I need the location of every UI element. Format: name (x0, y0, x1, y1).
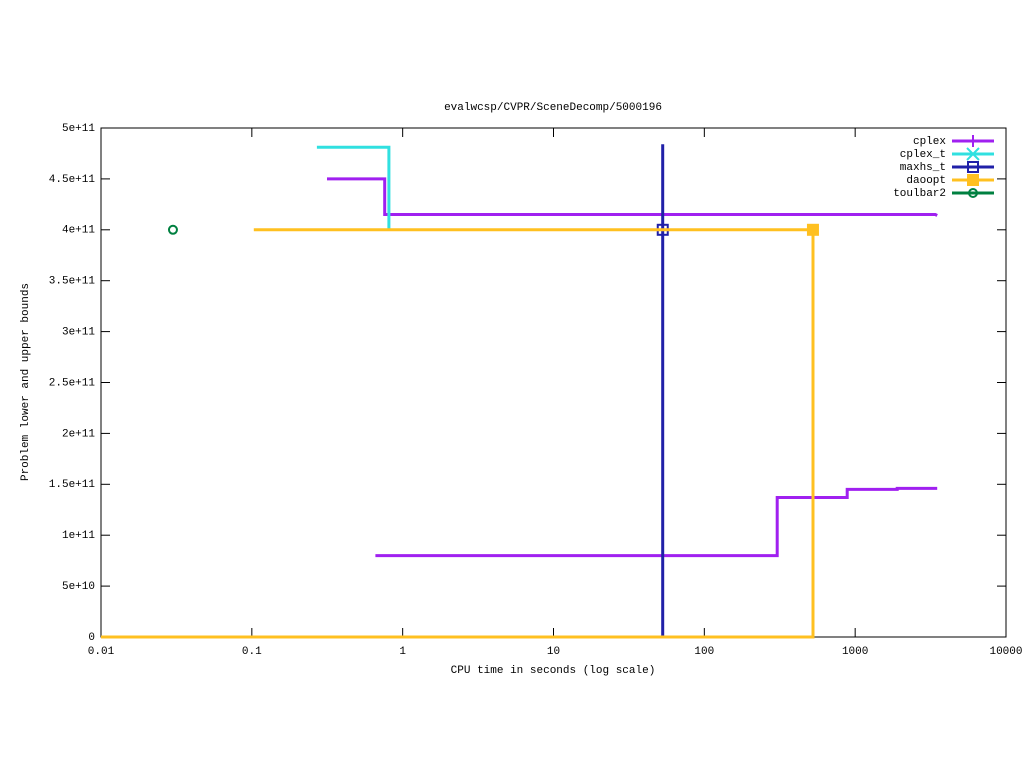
legend-label: cplex_t (900, 149, 946, 161)
y-tick-label: 0 (88, 632, 95, 644)
legend-label: toulbar2 (893, 188, 946, 200)
legend-label: cplex (913, 136, 946, 148)
y-tick-label: 4e+11 (62, 225, 95, 237)
legend-marker (966, 147, 980, 161)
x-tick-label: 0.1 (242, 646, 262, 658)
data-point (806, 223, 819, 236)
y-tick-label: 2.5e+11 (49, 377, 96, 389)
y-tick-label: 1e+11 (62, 530, 95, 542)
x-tick-label: 1000 (842, 646, 868, 658)
legend-marker (967, 161, 979, 173)
y-tick-label: 5e+11 (62, 123, 95, 135)
legend-marker (967, 174, 979, 186)
y-tick-label: 5e+10 (62, 581, 95, 593)
x-tick-label: 10 (547, 646, 560, 658)
legend-label: maxhs_t (900, 162, 946, 174)
y-tick-label: 2e+11 (62, 428, 95, 440)
chart-title: evalwcsp/CVPR/SceneDecomp/5000196 (444, 102, 662, 114)
x-tick-label: 0.01 (88, 646, 115, 658)
legend-marker (967, 135, 979, 147)
y-axis-label: Problem lower and upper bounds (20, 283, 32, 481)
y-tick-label: 1.5e+11 (49, 479, 96, 491)
x-tick-label: 1 (399, 646, 406, 658)
data-point (167, 224, 178, 235)
legend-label: daoopt (906, 175, 946, 187)
y-tick-label: 3e+11 (62, 327, 95, 339)
y-tick-label: 3.5e+11 (49, 276, 96, 288)
legend-marker (968, 188, 978, 198)
x-tick-label: 10000 (989, 646, 1022, 658)
series-line (327, 177, 938, 558)
y-tick-label: 4.5e+11 (49, 174, 96, 186)
series-line (316, 145, 391, 229)
x-tick-label: 100 (694, 646, 714, 658)
x-axis-label: CPU time in seconds (log scale) (451, 665, 656, 677)
series-line (101, 228, 815, 639)
